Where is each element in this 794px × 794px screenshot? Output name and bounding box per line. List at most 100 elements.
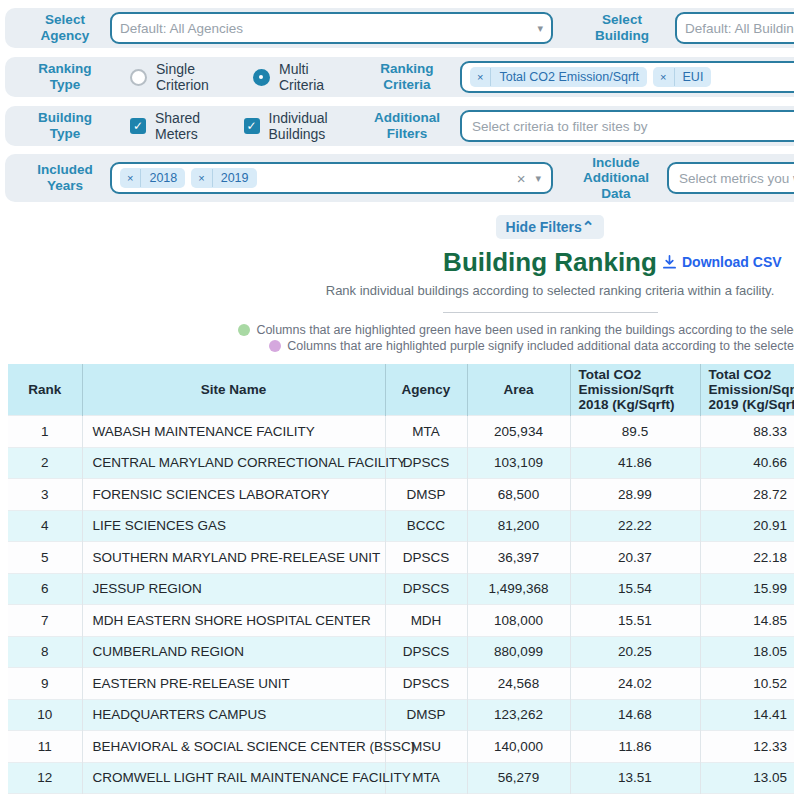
building-select[interactable]: Default: All Buildings <box>675 12 794 44</box>
table-body: 1WABASH MAINTENANCE FACILITYMTA205,93489… <box>8 416 794 794</box>
table-cell: HEADQUARTERS CAMPUS <box>82 699 385 731</box>
radio-multi-criteria[interactable]: Multi Criteria <box>253 61 338 93</box>
table-cell: WABASH MAINTENANCE FACILITY <box>82 416 385 448</box>
table-cell: 36,397 <box>467 542 570 574</box>
filter-bar-agency-building: Select Agency Default: All Agencies ▾ Se… <box>5 8 794 48</box>
table-cell: LIFE SCIENCES GAS <box>82 510 385 542</box>
table-row: 3FORENSIC SCIENCES LABORATORYDMSP68,5002… <box>8 479 794 511</box>
table-cell: 108,000 <box>467 605 570 637</box>
table-row: 7MDH EASTERN SHORE HOSPITAL CENTERMDH108… <box>8 605 794 637</box>
ranking-type-label: Ranking Type <box>25 61 105 92</box>
include-additional-data-input[interactable] <box>667 162 794 194</box>
chevron-down-icon[interactable]: ▾ <box>531 22 543 35</box>
select-building-label: Select Building <box>577 12 667 43</box>
table-cell: CENTRAL MARYLAND CORRECTIONAL FACILITY <box>82 447 385 479</box>
table-cell: 14.41 <box>700 699 794 731</box>
table-cell: 68,500 <box>467 479 570 511</box>
table-row: 8CUMBERLAND REGIONDPSCS880,09920.2518.05 <box>8 636 794 668</box>
purple-dot-icon <box>269 340 281 352</box>
checkbox-shared-meters[interactable]: ✓ Shared Meters <box>130 110 226 142</box>
table-cell: BCCC <box>385 510 467 542</box>
table-cell: JESSUP REGION <box>82 573 385 605</box>
criteria-tag: × Total CO2 Emission/Sqrft <box>470 67 647 87</box>
table-cell: 205,934 <box>467 416 570 448</box>
hide-filters-label: Hide Filters <box>506 219 582 235</box>
table-cell: 15.51 <box>570 605 700 637</box>
remove-tag-icon[interactable]: × <box>470 68 491 86</box>
table-cell: 56,279 <box>467 762 570 794</box>
column-header: Area <box>467 364 570 416</box>
ranking-table: RankSite NameAgencyAreaTotal CO2 Emissio… <box>8 364 794 794</box>
download-csv-label: Download CSV <box>682 254 782 270</box>
hide-filters-wrap: Hide Filters⌃ <box>0 215 794 239</box>
legend-green-text: Columns that are highlighted green have … <box>256 323 794 337</box>
table-cell: 2 <box>8 447 82 479</box>
table-cell: 28.99 <box>570 479 700 511</box>
table-cell: 28.72 <box>700 479 794 511</box>
ranking-type-options: Single Criterion Multi Criteria <box>130 61 362 93</box>
download-csv-button[interactable]: Download CSV <box>662 254 782 270</box>
checkbox-individual-buildings[interactable]: ✓ Individual Buildings <box>244 110 362 142</box>
criteria-tag-label: Total CO2 Emission/Sqrft <box>491 67 647 87</box>
hide-filters-button[interactable]: Hide Filters⌃ <box>496 215 605 239</box>
column-header: Total CO2 Emission/Sqrft 2019 (Kg/Sqrft) <box>700 364 794 416</box>
table-row: 12CROMWELL LIGHT RAIL MAINTENANCE FACILI… <box>8 762 794 794</box>
table-cell: CUMBERLAND REGION <box>82 636 385 668</box>
table-cell: DPSCS <box>385 668 467 700</box>
year-tag-label: 2019 <box>213 168 257 188</box>
table-cell: DPSCS <box>385 573 467 605</box>
radio-unselected-icon[interactable] <box>130 69 147 86</box>
include-additional-data-label: Include Additional Data <box>571 155 661 202</box>
table-cell: 40.66 <box>700 447 794 479</box>
collapse-icon: ⌃ <box>582 218 595 235</box>
page-subtitle: Rank individual buildings according to s… <box>0 283 794 298</box>
additional-filters-label: Additional Filters <box>362 110 452 141</box>
legend-green-row: Columns that are highlighted green have … <box>0 323 794 338</box>
table-cell: 12.33 <box>700 731 794 763</box>
column-header: Site Name <box>82 364 385 416</box>
radio-selected-icon[interactable] <box>253 69 270 86</box>
table-row: 4LIFE SCIENCES GASBCCC81,20022.2220.91 <box>8 510 794 542</box>
checkbox-checked-icon[interactable]: ✓ <box>244 118 260 134</box>
table-row: 9EASTERN PRE-RELEASE UNITDPSCS24,56824.0… <box>8 668 794 700</box>
table-cell: 24,568 <box>467 668 570 700</box>
ranking-criteria-select[interactable]: × Total CO2 Emission/Sqrft × EUI <box>460 61 794 93</box>
table-cell: 18.05 <box>700 636 794 668</box>
table-cell: 13.51 <box>570 762 700 794</box>
chevron-down-icon[interactable]: ▾ <box>535 172 541 185</box>
table-row: 5SOUTHERN MARYLAND PRE-RELEASE UNITDPSCS… <box>8 542 794 574</box>
additional-filters-input[interactable] <box>460 110 794 142</box>
clear-icon[interactable]: × <box>517 170 526 187</box>
table-cell: 88.33 <box>700 416 794 448</box>
title-bar: Building Ranking Download CSV <box>0 247 794 278</box>
column-header: Rank <box>8 364 82 416</box>
year-tag: × 2019 <box>191 168 256 188</box>
criteria-tag-label: EUI <box>675 67 712 87</box>
agency-select[interactable]: Default: All Agencies ▾ <box>110 12 553 44</box>
legend: Columns that are highlighted green have … <box>0 323 794 354</box>
table-cell: 10 <box>8 699 82 731</box>
filter-bar-years: Included Years × 2018 × 2019 × ▾ Include… <box>5 154 794 202</box>
remove-tag-icon[interactable]: × <box>191 169 212 187</box>
table-cell: 11 <box>8 731 82 763</box>
table-cell: 123,262 <box>467 699 570 731</box>
year-tag-label: 2018 <box>141 168 185 188</box>
table-cell: 24.02 <box>570 668 700 700</box>
radio-single-criterion[interactable]: Single Criterion <box>130 61 229 93</box>
remove-tag-icon[interactable]: × <box>120 169 141 187</box>
building-type-label: Building Type <box>25 110 105 141</box>
select-agency-label: Select Agency <box>25 12 105 43</box>
filter-bar-ranking: Ranking Type Single Criterion Multi Crit… <box>5 57 794 97</box>
ranking-criteria-label: Ranking Criteria <box>362 61 452 92</box>
checkbox-individual-buildings-label: Individual Buildings <box>269 110 362 142</box>
table-row: 11BEHAVIORAL & SOCIAL SCIENCE CENTER (BS… <box>8 731 794 763</box>
checkbox-checked-icon[interactable]: ✓ <box>130 118 146 134</box>
table-cell: 11.86 <box>570 731 700 763</box>
included-years-select[interactable]: × 2018 × 2019 × ▾ <box>110 162 553 194</box>
column-header: Total CO2 Emission/Sqrft 2018 (Kg/Sqrft) <box>570 364 700 416</box>
table-cell: MDH <box>385 605 467 637</box>
table-row: 2CENTRAL MARYLAND CORRECTIONAL FACILITYD… <box>8 447 794 479</box>
table-cell: EASTERN PRE-RELEASE UNIT <box>82 668 385 700</box>
remove-tag-icon[interactable]: × <box>653 68 674 86</box>
building-type-options: ✓ Shared Meters ✓ Individual Buildings <box>130 110 362 142</box>
